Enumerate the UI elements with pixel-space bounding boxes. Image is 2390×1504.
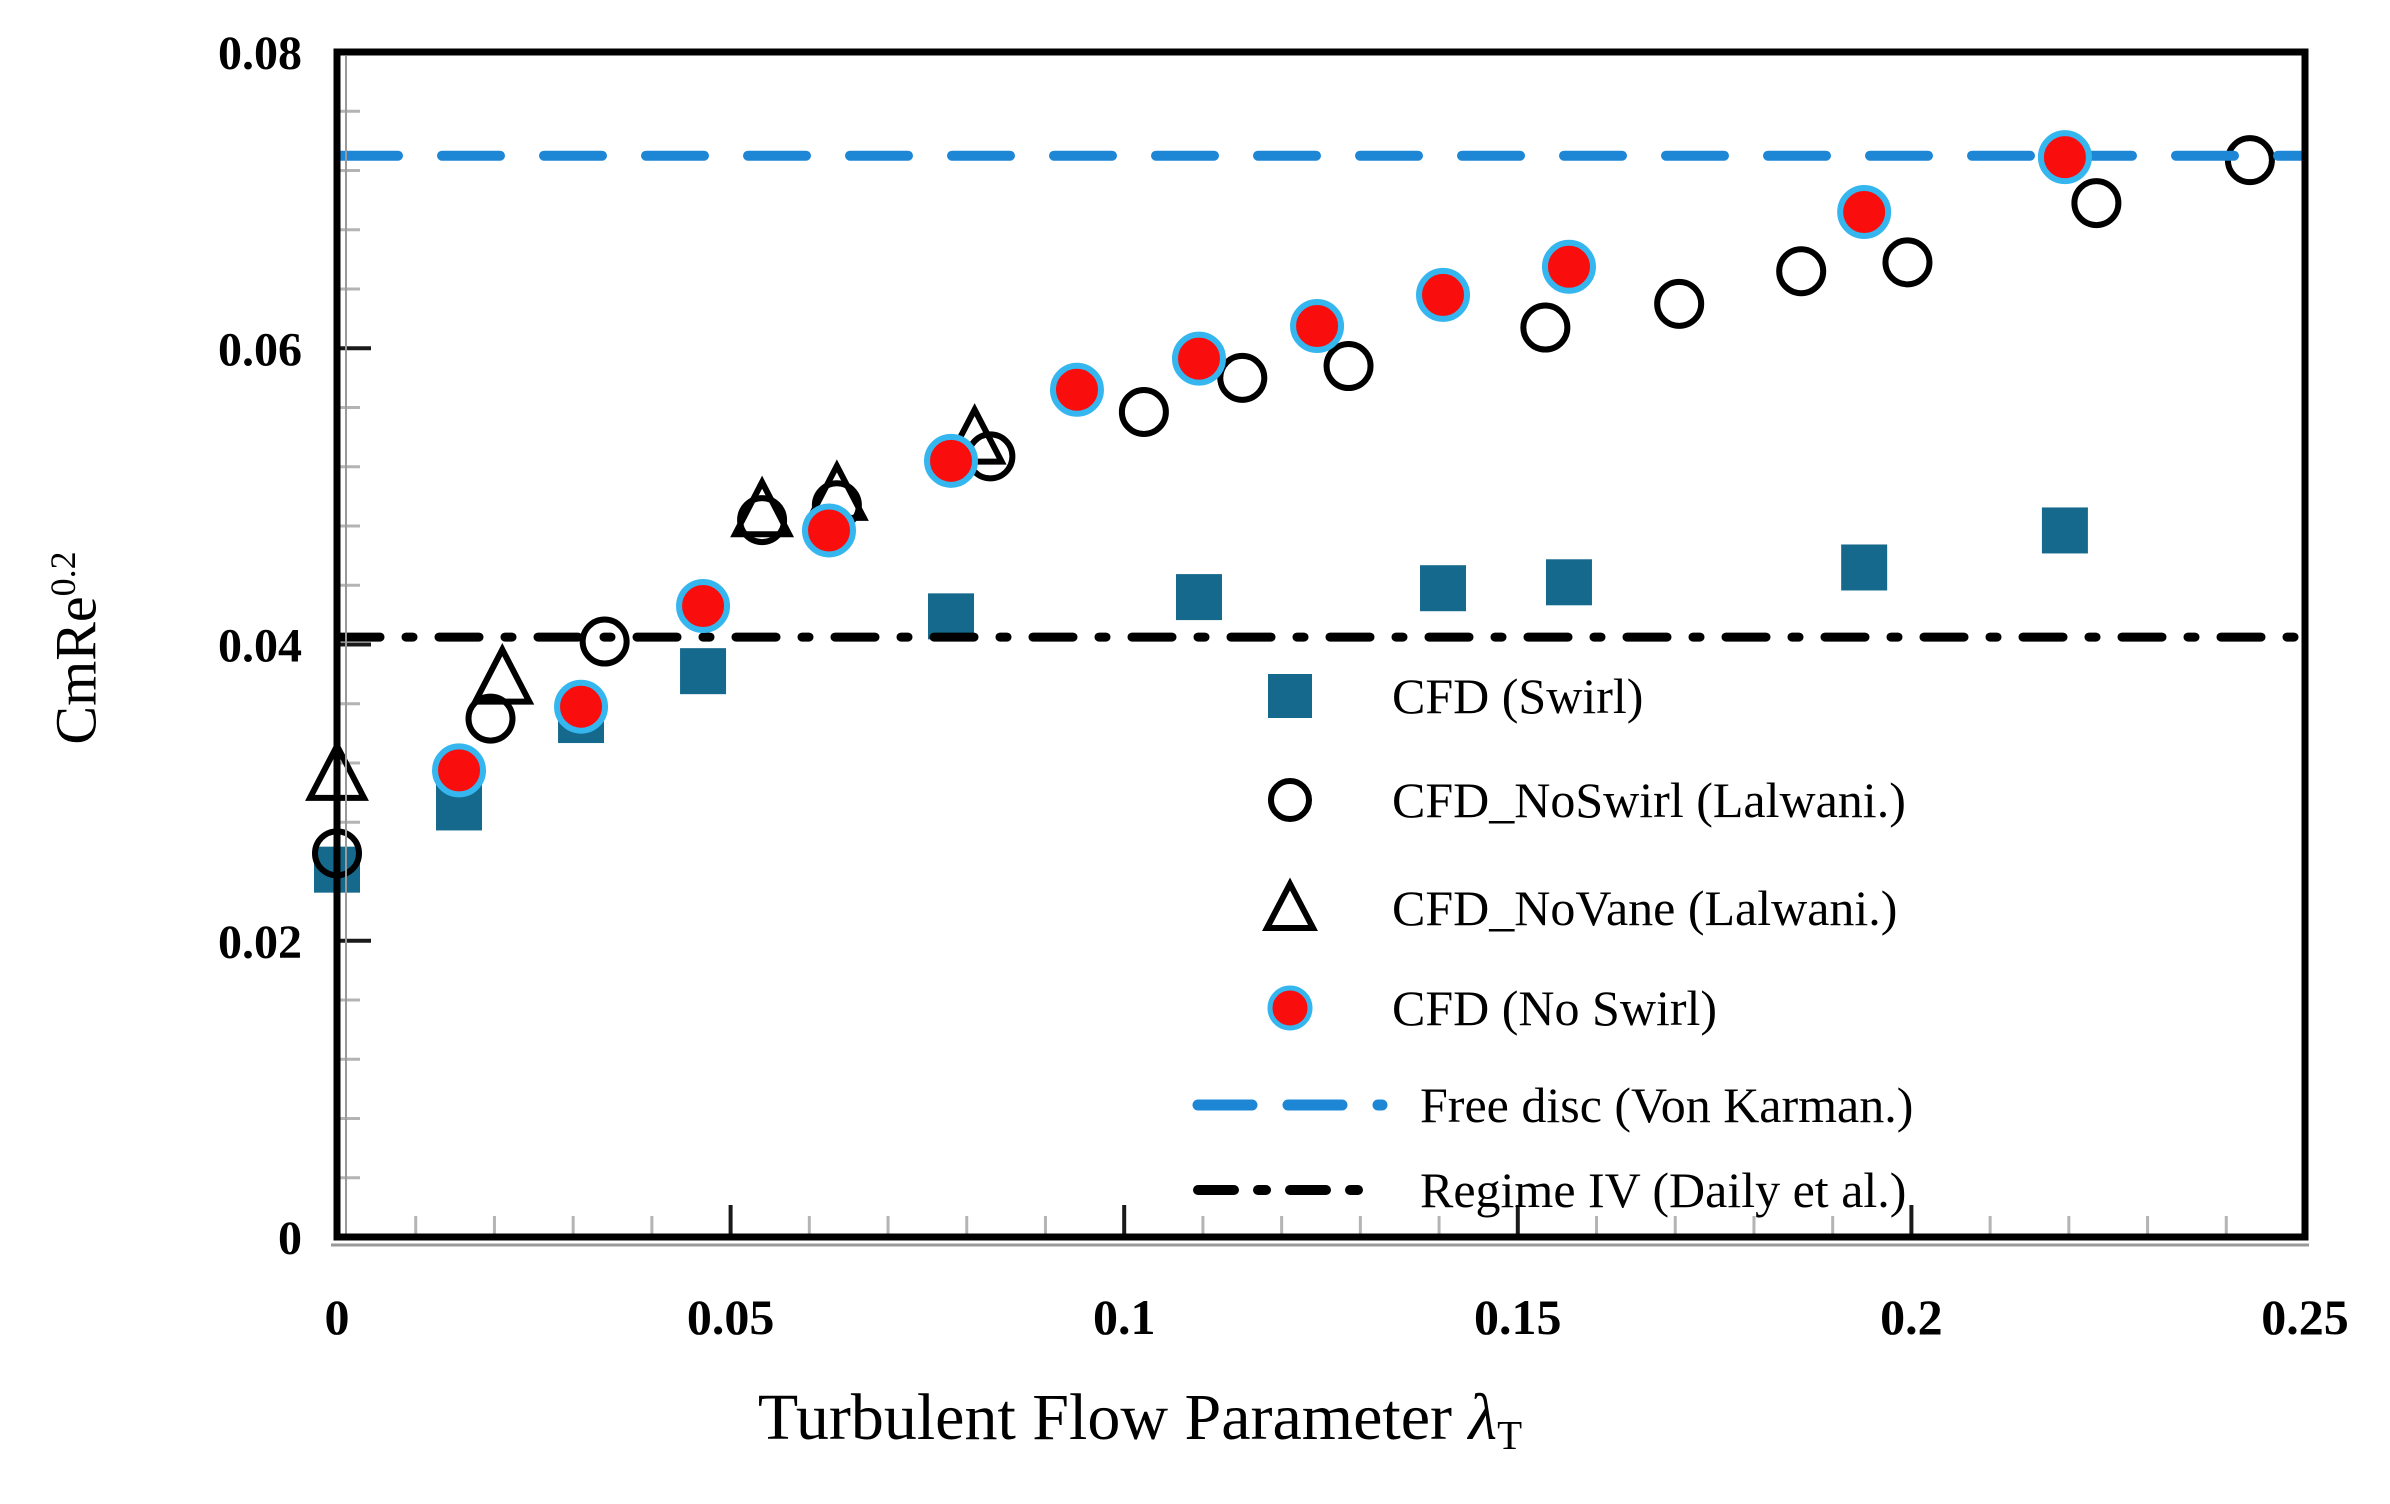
legend-item: CFD_NoSwirl (Lalwani.): [1190, 758, 1906, 842]
x-axis-title-symbol: λ: [1468, 1381, 1498, 1454]
legend-label: Regime IV (Daily et al.): [1420, 1162, 1907, 1218]
legend-label: CFD (Swirl): [1392, 668, 1644, 724]
legend-item: Free disc (Von Karman.): [1190, 1063, 1913, 1147]
y-axis-tick-label: 0.06: [218, 323, 302, 376]
plot-border: [333, 48, 2309, 1241]
legend-item: CFD_NoVane (Lalwani.): [1190, 866, 1897, 950]
data-point-filled-circle: [802, 503, 856, 558]
x-axis-title: Turbulent Flow Parameter λT: [340, 1380, 1940, 1459]
data-point-filled-circle: [1049, 362, 1104, 417]
x-axis-title-subscript: T: [1497, 1413, 1523, 1459]
legend-open-circle-icon: [1190, 758, 1390, 842]
data-point-open-triangle: [730, 475, 795, 538]
legend-label: Free disc (Von Karman.): [1420, 1077, 1914, 1133]
data-point-open-triangle: [470, 643, 535, 705]
data-point-open-circle: [579, 616, 630, 667]
y-axis-title: CmRe0.2: [27, 348, 108, 948]
legend-filled-circle-icon: [1190, 966, 1390, 1050]
data-point-square: [680, 648, 727, 695]
legend-dashed-line-icon: [1190, 1063, 1390, 1147]
x-axis-tick-label: 0.15: [1474, 1289, 1562, 1345]
data-point-filled-circle: [432, 743, 487, 798]
legend-marker-shape: [1267, 985, 1313, 1031]
x-axis-tick-label: 0.25: [2261, 1289, 2349, 1345]
data-point-filled-circle: [1541, 239, 1596, 294]
data-point-open-circle: [2071, 178, 2122, 229]
legend-item: Regime IV (Daily et al.): [1190, 1148, 1906, 1232]
data-point-open-circle: [1776, 246, 1827, 297]
data-point-filled-circle: [676, 578, 731, 633]
data-point-square: [1175, 574, 1222, 621]
y-axis-tick-label: 0.08: [218, 27, 302, 80]
legend-dashdot-line-icon: [1190, 1148, 1390, 1232]
data-point-filled-circle: [924, 433, 979, 488]
legend-label: CFD (No Swirl): [1392, 980, 1718, 1036]
data-point-square: [1841, 544, 1888, 591]
x-axis-tick-label: 0.1: [1093, 1289, 1156, 1345]
y-axis-tick-label: 0: [278, 1212, 302, 1265]
data-point-open-circle: [1217, 352, 1268, 403]
y-axis-tick-label: 0.02: [218, 916, 302, 969]
y-axis-title-superscript: 0.2: [43, 551, 83, 597]
legend-marker-shape: [1268, 674, 1312, 718]
legend-marker-shape: [1268, 778, 1312, 822]
data-point-open-circle: [465, 693, 516, 744]
data-point-square: [1545, 559, 1592, 606]
legend-label: CFD_NoVane (Lalwani.): [1392, 880, 1898, 936]
data-point-open-circle: [1882, 237, 1933, 288]
legend-item: CFD (Swirl): [1190, 654, 1643, 738]
y-axis-title-text: CmRe: [43, 596, 109, 745]
data-point-open-circle: [1520, 302, 1571, 353]
y-axis-tick-label: 0.04: [218, 620, 302, 673]
data-point-filled-circle: [554, 679, 609, 734]
legend-marker-shape: [1262, 877, 1318, 931]
data-point-filled-circle: [1416, 267, 1471, 322]
legend-item: CFD (No Swirl): [1190, 966, 1717, 1050]
data-point-square: [928, 593, 975, 640]
data-point-open-circle: [1323, 341, 1374, 392]
data-point-filled-circle: [1837, 184, 1892, 239]
x-axis-title-text: Turbulent Flow Parameter: [757, 1381, 1469, 1454]
data-point-open-circle: [1118, 386, 1169, 437]
data-point-open-circle: [1654, 278, 1705, 329]
data-point-filled-circle: [1290, 299, 1345, 354]
legend-filled-square-icon: [1190, 654, 1390, 738]
legend-open-triangle-icon: [1190, 866, 1390, 950]
data-point-square: [1420, 565, 1467, 612]
data-point-filled-circle: [1171, 331, 1226, 386]
x-axis-tick-label: 0.05: [687, 1289, 775, 1345]
data-point-square: [2041, 507, 2088, 554]
data-point-filled-circle: [2037, 130, 2092, 185]
x-axis-tick-label: 0.2: [1880, 1289, 1943, 1345]
x-axis-tick-label: 0: [325, 1289, 350, 1345]
legend-label: CFD_NoSwirl (Lalwani.): [1392, 772, 1906, 828]
